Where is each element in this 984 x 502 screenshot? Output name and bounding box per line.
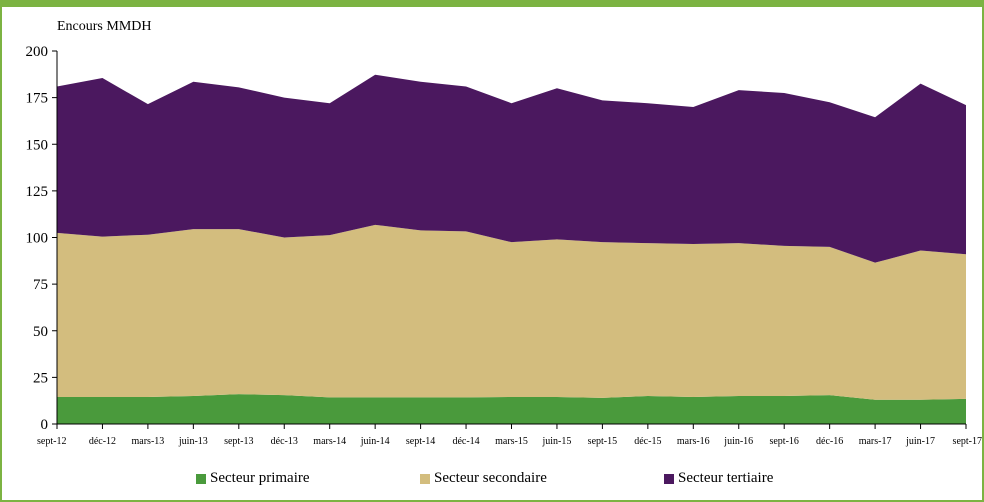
y-tick-label: 50 xyxy=(33,324,48,340)
y-tick-label: 100 xyxy=(26,231,49,247)
y-tick-label: 0 xyxy=(41,417,49,433)
x-tick-label: sept-13 xyxy=(224,436,253,447)
area-secteur-secondaire xyxy=(57,224,966,400)
legend-swatch-secondaire xyxy=(420,473,430,484)
stacked-area-chart: 0 25 50 75 100 125 150 175 200 sept-12 déc-12 mars-… xyxy=(26,19,983,447)
y-tick-label: 25 xyxy=(33,370,48,386)
x-tick-label: sept-12 xyxy=(37,436,66,447)
y-tick-label: 200 xyxy=(26,44,49,60)
area-secteur-tertiaire xyxy=(57,74,966,263)
legend-label-primaire: Secteur primaire xyxy=(210,470,310,486)
x-tick-label: déc-14 xyxy=(452,436,479,447)
x-tick-label: juin-14 xyxy=(360,436,390,447)
legend-label-secondaire: Secteur secondaire xyxy=(434,470,547,486)
area-series-group xyxy=(57,74,966,424)
x-tick-label: sept-15 xyxy=(588,436,617,447)
x-tick-label: mars-13 xyxy=(132,436,165,447)
x-tick-label: juin-17 xyxy=(905,436,935,447)
x-tick-label: sept-17 xyxy=(953,436,982,447)
x-tick-label: mars-16 xyxy=(677,436,710,447)
x-tick-label: juin-13 xyxy=(178,436,208,447)
axes-group: 0 25 50 75 100 125 150 175 200 sept-12 déc-12 mars-… xyxy=(26,44,983,447)
x-tick-label: mars-17 xyxy=(859,436,892,447)
y-tick-label: 75 xyxy=(33,277,48,293)
chart-legend: Secteur primaire Secteur secondaire Sect… xyxy=(0,470,984,494)
x-tick-label: sept-16 xyxy=(769,436,798,447)
legend-item-tertiaire: Secteur tertiaire xyxy=(664,470,773,487)
legend-item-secondaire: Secteur secondaire xyxy=(420,470,547,487)
x-tick-label: déc-12 xyxy=(89,436,116,447)
x-tick-label: déc-13 xyxy=(271,436,298,447)
x-tick-label: juin-15 xyxy=(542,436,572,447)
legend-swatch-tertiaire xyxy=(664,473,674,484)
x-tick-label: sept-14 xyxy=(406,436,435,447)
legend-label-tertiaire: Secteur tertiaire xyxy=(678,470,774,486)
y-tick-label: 150 xyxy=(26,137,49,153)
x-tick-label: mars-15 xyxy=(495,436,528,447)
x-tick-label: juin-16 xyxy=(723,436,753,447)
area-secteur-primaire xyxy=(57,394,966,424)
y-tick-label: 175 xyxy=(26,91,49,107)
legend-swatch-primaire xyxy=(196,473,206,484)
x-tick-label: mars-14 xyxy=(313,436,346,447)
y-axis-unit-label: Encours MMDH xyxy=(57,19,152,34)
y-tick-label: 125 xyxy=(26,184,49,200)
x-tick-label: déc-15 xyxy=(634,436,661,447)
x-tick-label: déc-16 xyxy=(816,436,843,447)
legend-item-primaire: Secteur primaire xyxy=(196,470,310,487)
